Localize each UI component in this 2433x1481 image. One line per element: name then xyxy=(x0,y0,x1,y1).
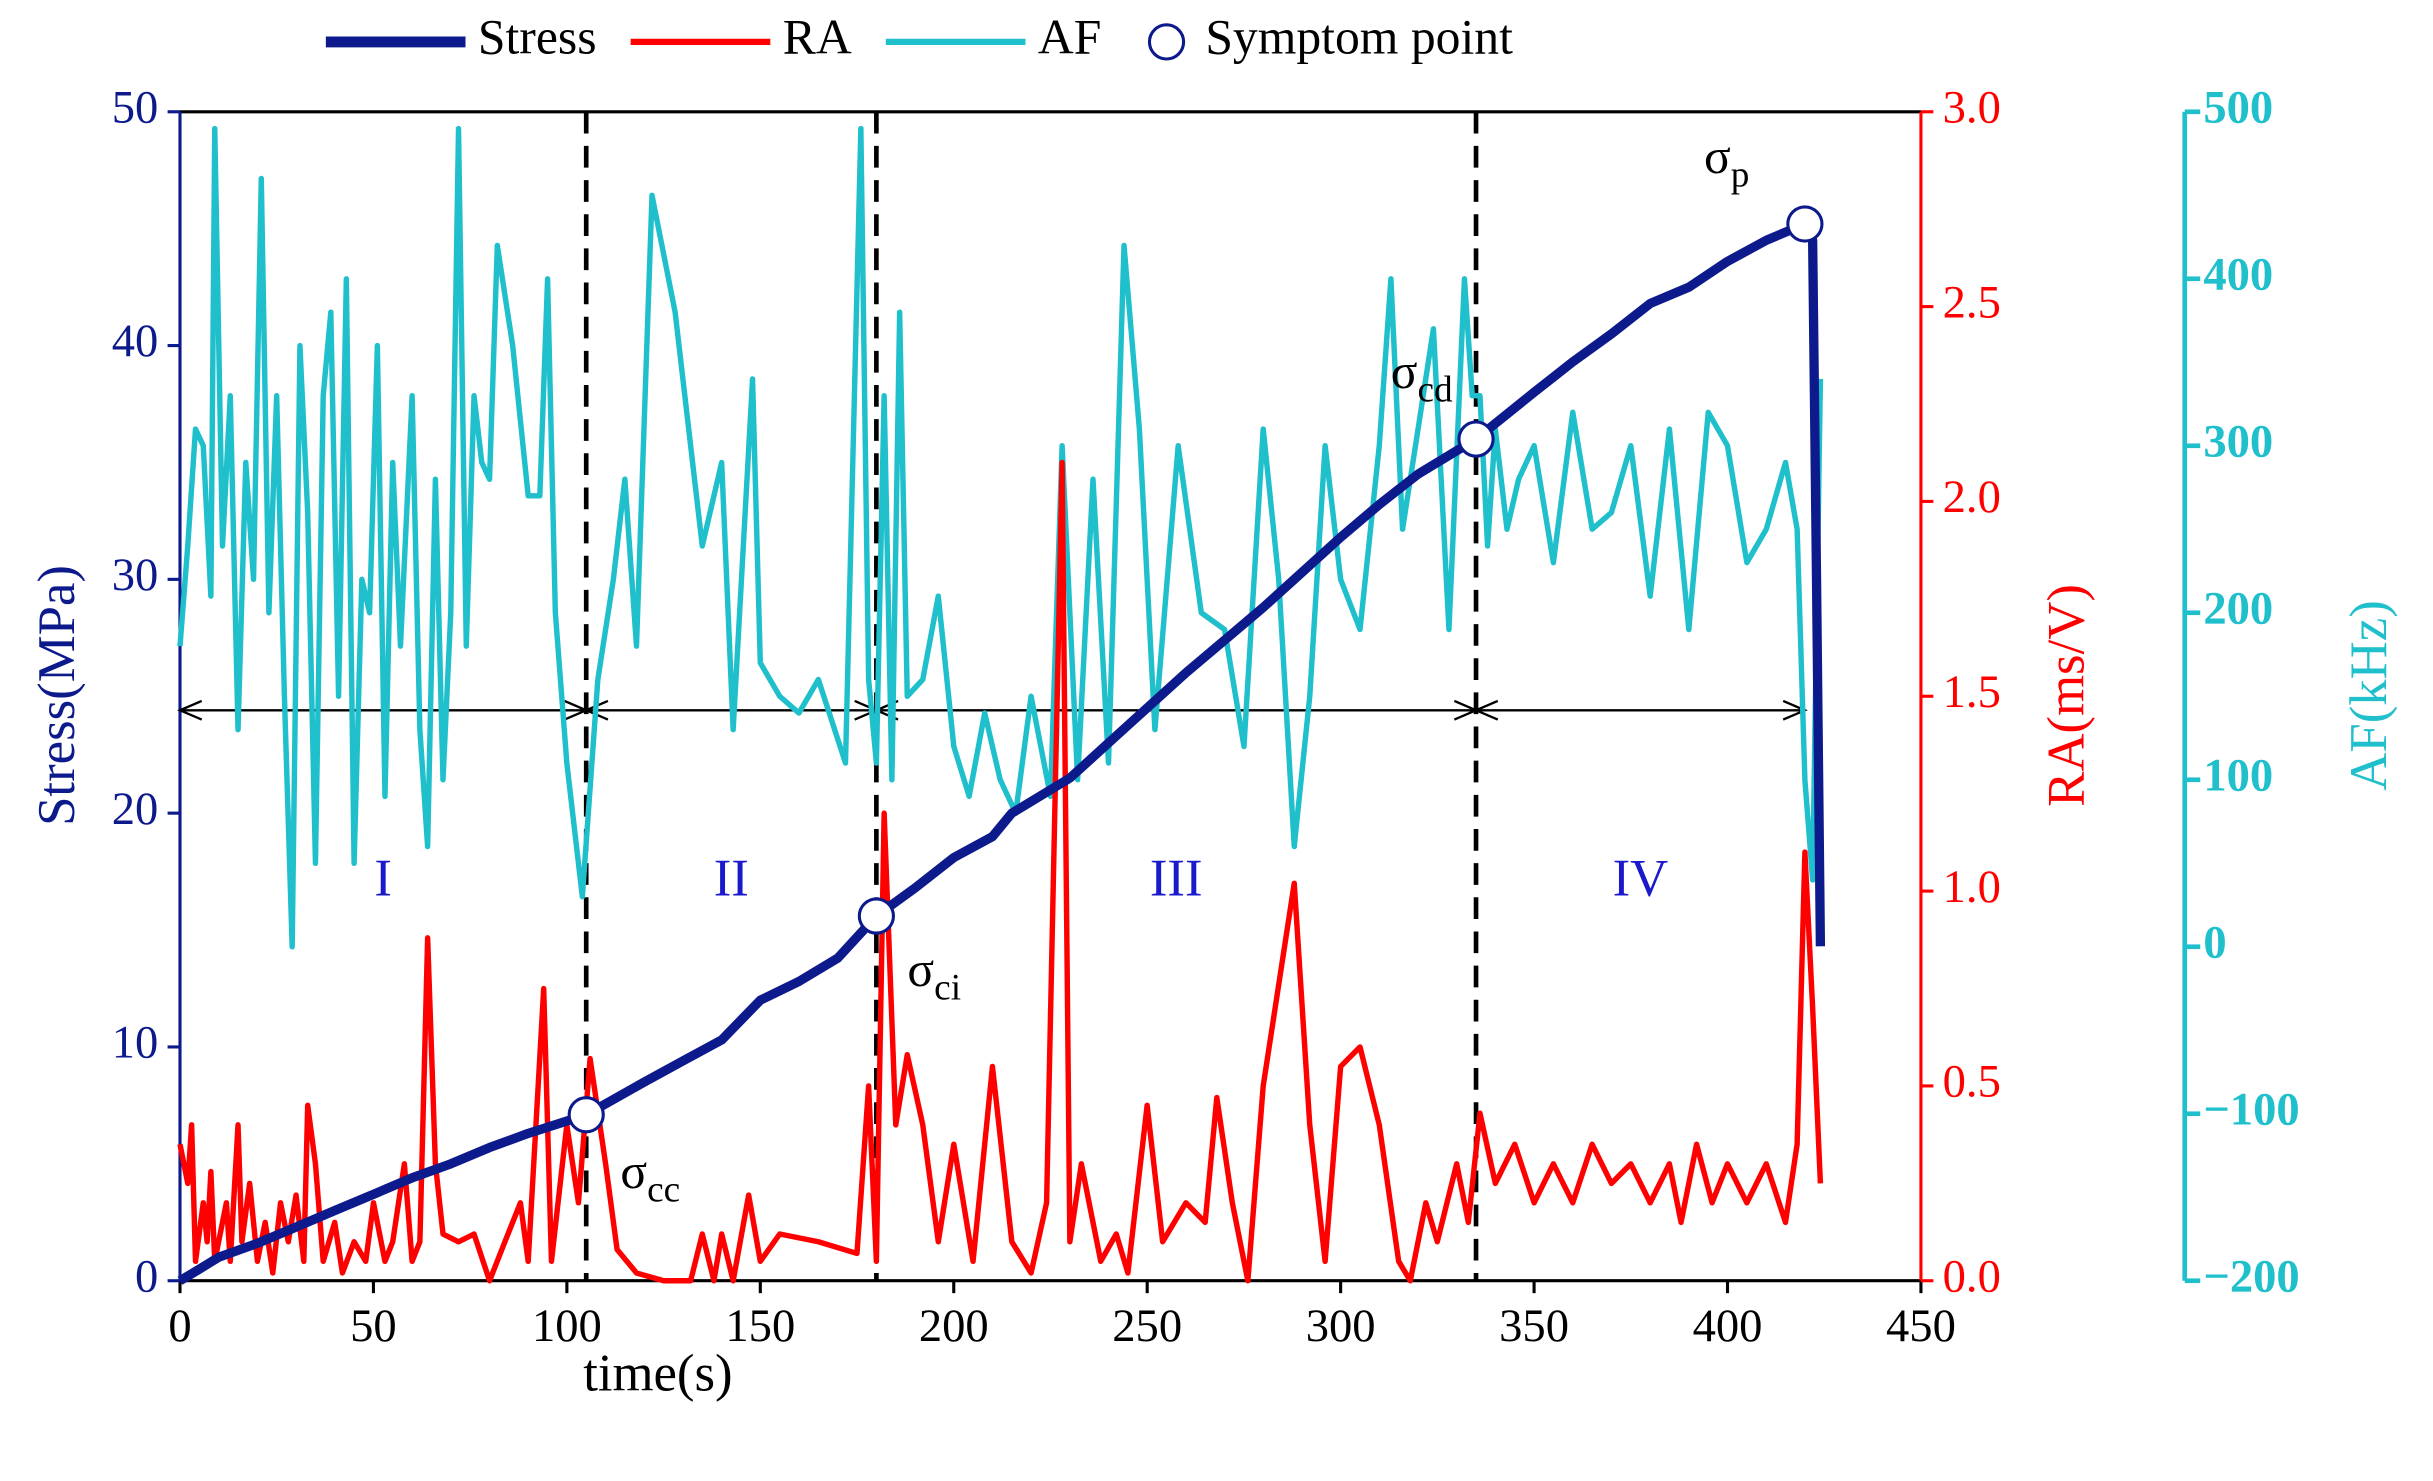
y3-tick-label: 0 xyxy=(2203,917,2226,968)
legend-label: AF xyxy=(1038,9,1101,64)
y-tick-label: 50 xyxy=(112,82,159,133)
symptom-point xyxy=(1786,205,1824,243)
x-tick-label: 50 xyxy=(350,1301,397,1352)
series-line xyxy=(177,459,1824,1284)
y2-tick-label: 1.5 xyxy=(1943,667,2001,718)
symptom-label-sub: p xyxy=(1731,154,1750,195)
y3-tick-label: −200 xyxy=(2203,1251,2299,1302)
symptom-point xyxy=(857,897,895,935)
symptom-label-sub: cd xyxy=(1417,369,1453,410)
series-line xyxy=(177,125,1824,950)
y3-tick-label: 500 xyxy=(2203,82,2273,133)
symptom-label: σci xyxy=(907,942,961,1008)
y2-tick-label: 0.0 xyxy=(1943,1251,2001,1302)
stage-label: IV xyxy=(1613,849,1669,907)
y2-tick-label: 3.0 xyxy=(1943,82,2001,133)
stage-label: II xyxy=(714,849,749,907)
y-tick-label: 40 xyxy=(112,316,159,367)
symptom-label-base: σ xyxy=(1391,344,1418,399)
symptom-point xyxy=(1457,420,1495,458)
symptom-label-sub: ci xyxy=(934,967,961,1008)
symptom-label-base: σ xyxy=(907,942,934,997)
legend-label: RA xyxy=(783,9,852,64)
symptom-label-base: σ xyxy=(1704,129,1731,184)
legend-label: Symptom point xyxy=(1205,9,1513,64)
x-tick-label: 250 xyxy=(1112,1301,1182,1352)
y2-tick-label: 1.0 xyxy=(1943,862,2001,913)
legend-label: Stress xyxy=(478,9,597,64)
symptom-point xyxy=(567,1096,605,1134)
y2-tick-label: 2.0 xyxy=(1943,472,2001,523)
symptom-label: σcd xyxy=(1391,344,1453,410)
y-axis-title: Stress(MPa) xyxy=(28,565,86,826)
x-tick-label: 150 xyxy=(725,1301,795,1352)
x-tick-label: 300 xyxy=(1306,1301,1376,1352)
x-tick-label: 400 xyxy=(1693,1301,1763,1352)
y3-tick-label: 400 xyxy=(2203,249,2273,300)
x-tick-label: 450 xyxy=(1886,1301,1956,1352)
y2-tick-label: 0.5 xyxy=(1943,1057,2001,1108)
y3-tick-label: 100 xyxy=(2203,750,2273,801)
x-tick-label: 200 xyxy=(919,1301,989,1352)
x-tick-label: 100 xyxy=(532,1301,602,1352)
stage-label: III xyxy=(1150,849,1203,907)
symptom-label-base: σ xyxy=(620,1144,647,1199)
series-line xyxy=(177,219,1826,1285)
symptom-label-sub: cc xyxy=(647,1169,680,1210)
x-axis-title: time(s) xyxy=(583,1345,732,1403)
y3-tick-label: −100 xyxy=(2203,1084,2299,1135)
x-tick-label: 0 xyxy=(168,1301,191,1352)
y2-tick-label: 2.5 xyxy=(1943,277,2001,328)
y-tick-label: 30 xyxy=(112,550,159,601)
stage-label: I xyxy=(374,849,392,907)
y-tick-label: 10 xyxy=(112,1018,159,1069)
y3-tick-label: 200 xyxy=(2203,583,2273,634)
y-tick-label: 0 xyxy=(135,1251,158,1302)
legend-symbol xyxy=(1147,23,1186,61)
symptom-label: σp xyxy=(1704,129,1749,195)
y3-axis-title: AF(kHz) xyxy=(2340,600,2398,790)
x-tick-label: 350 xyxy=(1499,1301,1569,1352)
symptom-label: σcc xyxy=(620,1144,680,1210)
y-tick-label: 20 xyxy=(112,784,159,835)
y3-tick-label: 300 xyxy=(2203,416,2273,467)
y2-axis-title: RA(ms/V) xyxy=(2038,584,2096,807)
